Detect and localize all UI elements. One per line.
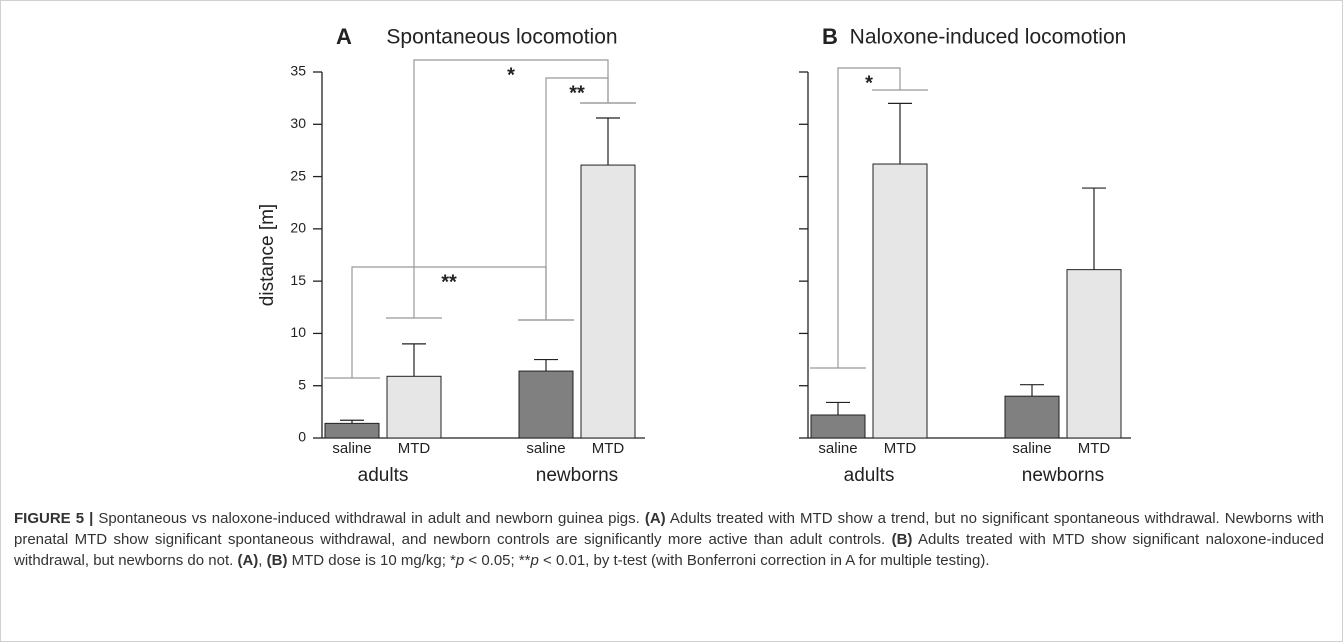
caption-text: MTD dose is 10 mg/kg; * (287, 552, 456, 569)
significance-bracket (545, 77, 609, 320)
y-axis-label: distance [m] (257, 204, 278, 306)
caption-text: (B) (266, 552, 288, 569)
bar (580, 164, 636, 439)
y-tick-label: 10 (290, 324, 306, 340)
caption-text: Adults treated with MTD show a trend, bu… (14, 510, 1324, 548)
bar (324, 422, 380, 439)
y-tick-label: 30 (290, 115, 306, 131)
series-label: saline (1012, 440, 1051, 457)
group-label: adults (358, 465, 409, 486)
group-label: adults (844, 465, 895, 486)
series-label: MTD (884, 440, 917, 457)
series-label: MTD (592, 440, 625, 457)
caption-text: < 0.05; ** (464, 552, 531, 569)
caption-text: , (258, 552, 267, 569)
caption-text: p (455, 552, 465, 569)
caption-text: p (530, 552, 539, 569)
bar (386, 375, 442, 439)
y-tick-label: 35 (290, 63, 306, 79)
bar (1004, 395, 1060, 439)
caption-text: (B) (891, 531, 913, 548)
caption-text: < 0.01, by t-test (with Bonferroni corre… (538, 552, 990, 569)
significance-label: * (865, 72, 873, 94)
y-tick-label: 25 (290, 167, 306, 183)
series-label: saline (332, 440, 371, 457)
y-tick-label: 5 (298, 376, 306, 392)
significance-label: ** (569, 82, 585, 104)
series-label: saline (526, 440, 565, 457)
bar (872, 163, 928, 439)
series-label: saline (818, 440, 857, 457)
bar (1066, 269, 1122, 439)
significance-label: * (507, 64, 515, 86)
y-tick-label: 20 (290, 220, 306, 236)
chart-title: Spontaneous locomotion (386, 26, 617, 49)
bar (810, 414, 866, 439)
caption-text: Spontaneous vs naloxone-induced withdraw… (93, 510, 645, 527)
caption-text: FIGURE 5 | (14, 510, 94, 527)
series-label: MTD (398, 440, 431, 457)
group-label: newborns (1022, 465, 1104, 486)
caption-text: (A) (644, 510, 666, 527)
panel-letter: A (336, 24, 352, 49)
chart-title: Naloxone-induced locomotion (850, 26, 1127, 49)
bar (518, 370, 574, 439)
caption-text: (A) (237, 552, 259, 569)
caption-text: Adults treated with MTD show significant… (14, 531, 1324, 569)
y-tick-label: 15 (290, 272, 306, 288)
y-tick-label: 0 (298, 429, 306, 445)
series-label: MTD (1078, 440, 1111, 457)
significance-label: ** (441, 271, 457, 293)
significance-bracket (837, 67, 901, 368)
panel-letter: B (822, 24, 838, 49)
caption: FIGURE 5 | Spontaneous vs naloxone-induc… (14, 508, 1324, 571)
group-label: newborns (536, 465, 618, 486)
